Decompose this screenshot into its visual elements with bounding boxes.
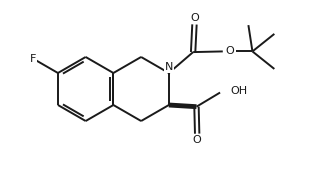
Text: F: F: [30, 54, 36, 64]
Text: N: N: [165, 62, 173, 72]
Text: O: O: [193, 135, 202, 145]
Text: O: O: [190, 13, 199, 23]
Text: O: O: [226, 46, 234, 56]
Text: OH: OH: [231, 86, 248, 96]
